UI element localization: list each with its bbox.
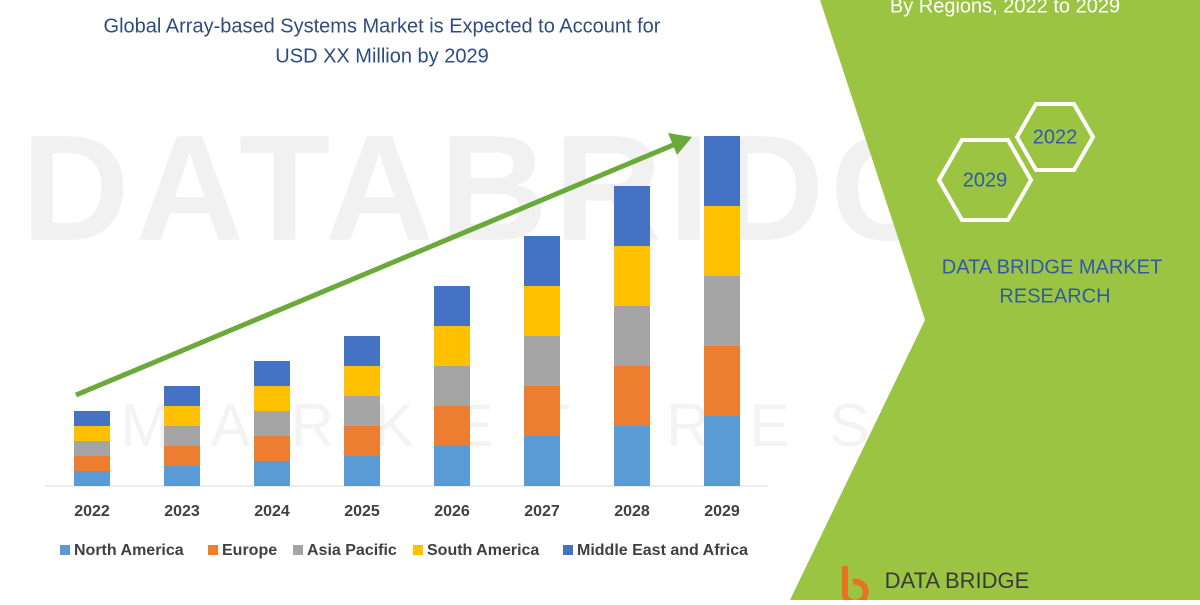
side-panel: [790, 0, 1200, 600]
panel-heading: By Regions, 2022 to 2029: [890, 0, 1120, 17]
bar-segment: [74, 426, 110, 441]
bar-segment: [74, 456, 110, 471]
plot: 2022 2023 2024 2025 2026 2027 2028 2029 North Am…: [60, 136, 748, 559]
bar-segment: [614, 246, 650, 306]
bar-segment: [164, 426, 200, 446]
bar-segment: [254, 411, 290, 436]
bar-segment: [254, 461, 290, 486]
bar-segment: [434, 326, 470, 366]
bar-segment: [614, 426, 650, 486]
bar-segment: [434, 446, 470, 486]
bar-segment: [524, 236, 560, 286]
bar-segment: [704, 136, 740, 206]
legend-label: Middle East and Africa: [577, 542, 748, 559]
x-tick-label: 2029: [704, 503, 740, 520]
legend-swatch: [293, 545, 303, 555]
legend-swatch: [563, 545, 573, 555]
bar-segment: [344, 426, 380, 456]
bar-segment: [344, 336, 380, 366]
bar-segment: [704, 346, 740, 416]
brand-text: DATA BRIDGE MARKET: [942, 256, 1162, 278]
chart-title: Global Array-based Systems Market is Exp…: [104, 15, 661, 37]
trend-arrow-head: [668, 133, 692, 155]
x-tick-label: 2028: [614, 503, 650, 520]
x-tick-label: 2026: [434, 503, 470, 520]
bar-segment: [434, 406, 470, 446]
bar-segment: [524, 386, 560, 436]
legend-label: Europe: [222, 542, 277, 559]
legend-label: South America: [427, 542, 539, 559]
bar-segment: [344, 456, 380, 486]
bar-segment: [524, 286, 560, 336]
bar-segment: [344, 366, 380, 396]
hex-label: 2022: [1033, 126, 1078, 148]
bar-segment: [164, 386, 200, 406]
x-tick-label: 2023: [164, 503, 200, 520]
x-tick-label: 2022: [74, 503, 110, 520]
hexagon: [936, 138, 1034, 222]
bar-segment: [524, 436, 560, 486]
bar-segment: [164, 466, 200, 486]
bar-segment: [164, 446, 200, 466]
bar-segment: [164, 406, 200, 426]
hex-label: 2029: [963, 169, 1008, 191]
legend-swatch: [208, 545, 218, 555]
legend-swatch: [60, 545, 70, 555]
bar-segment: [704, 416, 740, 486]
bar-segment: [524, 336, 560, 386]
chart-title: USD XX Million by 2029: [275, 45, 488, 67]
bar-segment: [614, 306, 650, 366]
bar-segment: [254, 436, 290, 461]
bar-segment: [704, 276, 740, 346]
bar-segment: [704, 206, 740, 276]
legend-label: North America: [74, 542, 184, 559]
bar-segment: [254, 361, 290, 386]
bar-segment: [344, 396, 380, 426]
bar-segment: [434, 286, 470, 326]
bar-segment: [254, 386, 290, 411]
bar-segment: [74, 441, 110, 456]
logo-text: DATA BRIDGE: [885, 568, 1030, 593]
hexagon: [1014, 102, 1096, 172]
bar-segment: [74, 471, 110, 486]
x-tick-label: 2025: [344, 503, 380, 520]
legend-label: Asia Pacific: [307, 542, 397, 559]
bar-segment: [434, 366, 470, 406]
x-tick-label: 2024: [254, 503, 290, 520]
legend-swatch: [413, 545, 423, 555]
bar-segment: [614, 366, 650, 426]
trend-arrow: [75, 140, 679, 398]
bar-segment: [614, 186, 650, 246]
bar-segment: [74, 411, 110, 426]
brand-text: RESEARCH: [999, 285, 1110, 307]
x-tick-label: 2027: [524, 503, 560, 520]
